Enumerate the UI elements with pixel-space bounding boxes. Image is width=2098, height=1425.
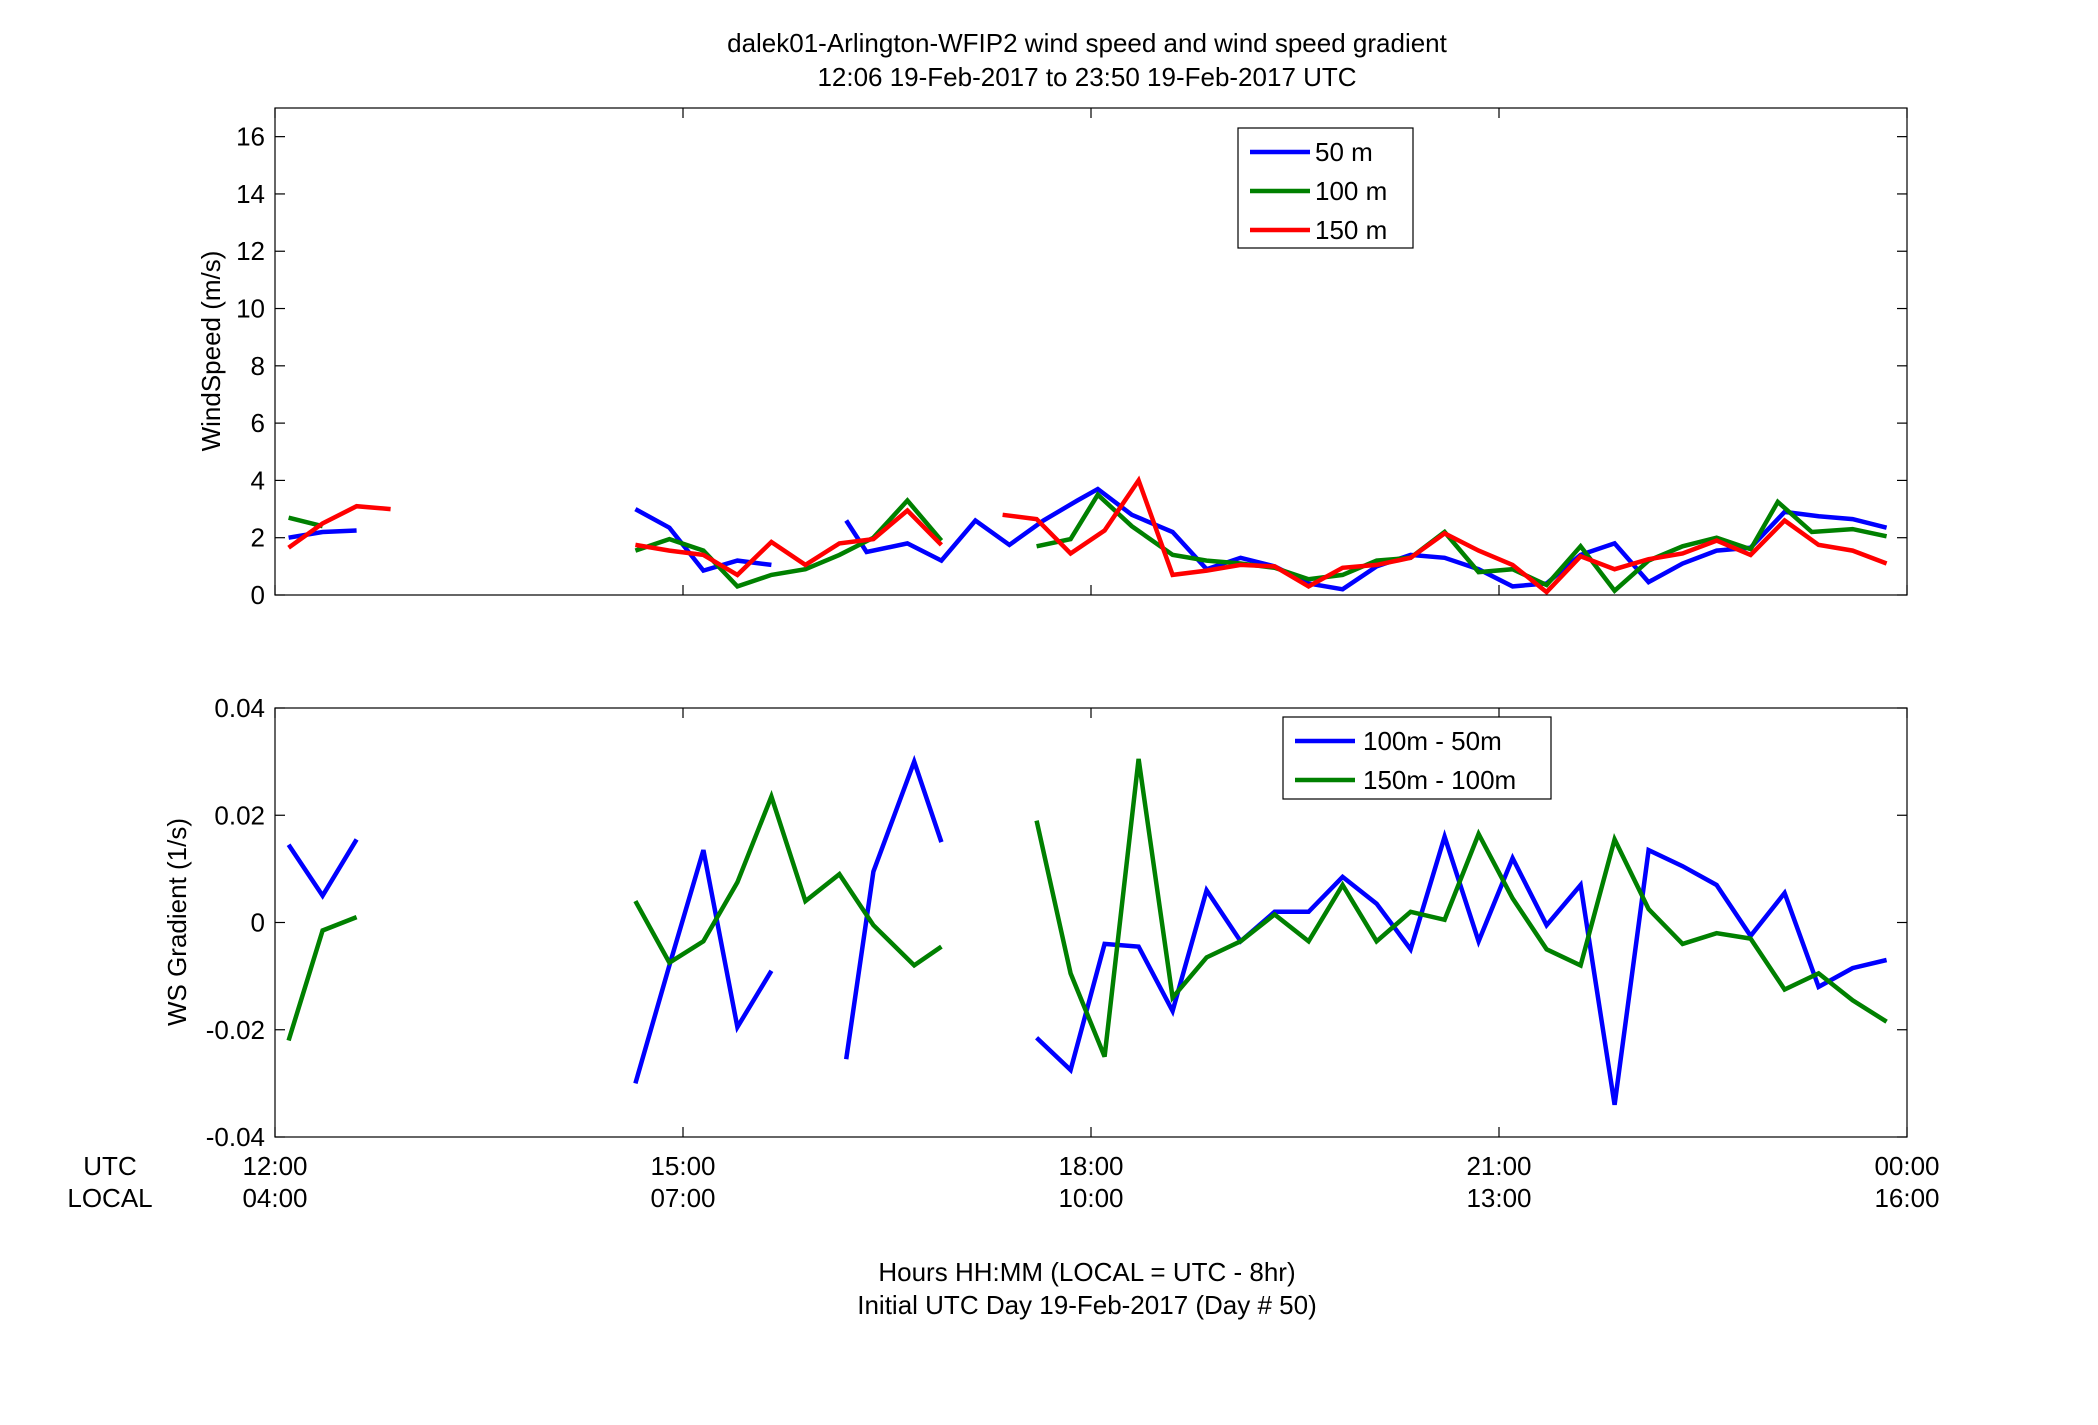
x-tick-local-label: 04:00 [242, 1183, 307, 1213]
gradient-legend-label-0: 100m - 50m [1363, 726, 1502, 756]
windspeed-ticks: 0 2 4 6 8 10 12 14 16 [236, 108, 1908, 610]
x-tick-local-label: 10:00 [1058, 1183, 1123, 1213]
windspeed-ytick-label: 14 [236, 179, 265, 209]
gradient-series-1-segment-2 [1034, 758, 1888, 1058]
x-tick-local-label: 07:00 [650, 1183, 715, 1213]
windspeed-legend-label-2: 150 m [1315, 215, 1387, 245]
windspeed-ytick-label: 12 [236, 236, 265, 266]
gradient-legend-box [1282, 716, 1552, 800]
gradient-ytick-label: -0.04 [206, 1122, 265, 1152]
windspeed-ytick-label: 2 [251, 523, 265, 553]
windspeed-legend-label-1: 100 m [1315, 176, 1387, 206]
gradient-series-1-segment-1 [633, 789, 943, 969]
gradient-ytick-label: 0.02 [214, 800, 265, 830]
gradient-ticks: -0.04 -0.02 0 0.02 0.04 [206, 693, 1908, 1152]
gradient-ytick-label: 0 [251, 908, 265, 938]
windspeed-series-2-segment-0 [287, 503, 391, 550]
windspeed-ytick-label: 6 [251, 408, 265, 438]
x-tick-utc-label: 21:00 [1466, 1151, 1531, 1181]
windspeed-series-1-segment-1 [634, 497, 944, 589]
x-tick-utc-label: 18:00 [1058, 1151, 1123, 1181]
windspeed-ylabel: WindSpeed (m/s) [196, 251, 226, 452]
x-tick-utc-label: 12:00 [242, 1151, 307, 1181]
gradient-series-1-segment-0 [286, 915, 358, 1042]
windspeed-series-0-segment-0 [288, 528, 357, 540]
x-tick-utc-label: 00:00 [1874, 1151, 1939, 1181]
windspeed-legend-label-0: 50 m [1315, 137, 1373, 167]
windspeed-ytick-label: 16 [236, 122, 265, 152]
gradient-ytick-label: 0.04 [214, 693, 265, 723]
windspeed-series-2-segment-2 [1002, 475, 1888, 596]
windspeed-series-2-segment-1 [635, 507, 944, 578]
chart-title-line1: dalek01-Arlington-WFIP2 wind speed and w… [727, 28, 1448, 58]
windspeed-series-0-segment-2 [844, 486, 1888, 592]
windspeed-axes-frame [274, 107, 1908, 596]
windspeed-ytick-label: 10 [236, 294, 265, 324]
x-row2-label: LOCAL [67, 1183, 152, 1213]
windspeed-legend: 50 m 100 m 150 m [1237, 127, 1414, 249]
windspeed-ytick-label: 8 [251, 351, 265, 381]
gradient-series-0-segment-0 [286, 838, 359, 900]
x-tick-utc-label: 15:00 [650, 1151, 715, 1181]
chart-title-line2: 12:06 19-Feb-2017 to 23:50 19-Feb-2017 U… [817, 62, 1356, 92]
windspeed-series-lines [287, 475, 1888, 596]
gradient-legend-label-1: 150m - 100m [1363, 765, 1516, 795]
gradient-ylabel: WS Gradient (1/s) [162, 818, 192, 1026]
windspeed-panel: 0 2 4 6 8 10 12 14 16 WindSpeed (m/s) 50 m 100 m 1… [196, 107, 1908, 610]
gradient-series-lines [286, 754, 1888, 1106]
gradient-ytick-label: -0.02 [206, 1015, 265, 1045]
x-row1-label: UTC [83, 1151, 136, 1181]
gradient-panel: -0.04 -0.02 0 0.02 0.04 WS Gradient (1/s) 10… [162, 693, 1908, 1152]
windspeed-ytick-label: 4 [251, 465, 265, 495]
xlabel-line1: Hours HH:MM (LOCAL = UTC - 8hr) [878, 1257, 1295, 1287]
x-tick-local-label: 16:00 [1874, 1183, 1939, 1213]
gradient-series-0-segment-2 [843, 754, 944, 1060]
gradient-series-0-segment-1 [633, 849, 774, 1085]
gradient-legend: 100m - 50m 150m - 100m [1282, 716, 1552, 800]
windspeed-series-1-segment-2 [1036, 491, 1888, 594]
xlabel-line2: Initial UTC Day 19-Feb-2017 (Day # 50) [857, 1290, 1317, 1320]
x-tick-local-label: 13:00 [1466, 1183, 1531, 1213]
windspeed-ytick-label: 0 [251, 580, 265, 610]
